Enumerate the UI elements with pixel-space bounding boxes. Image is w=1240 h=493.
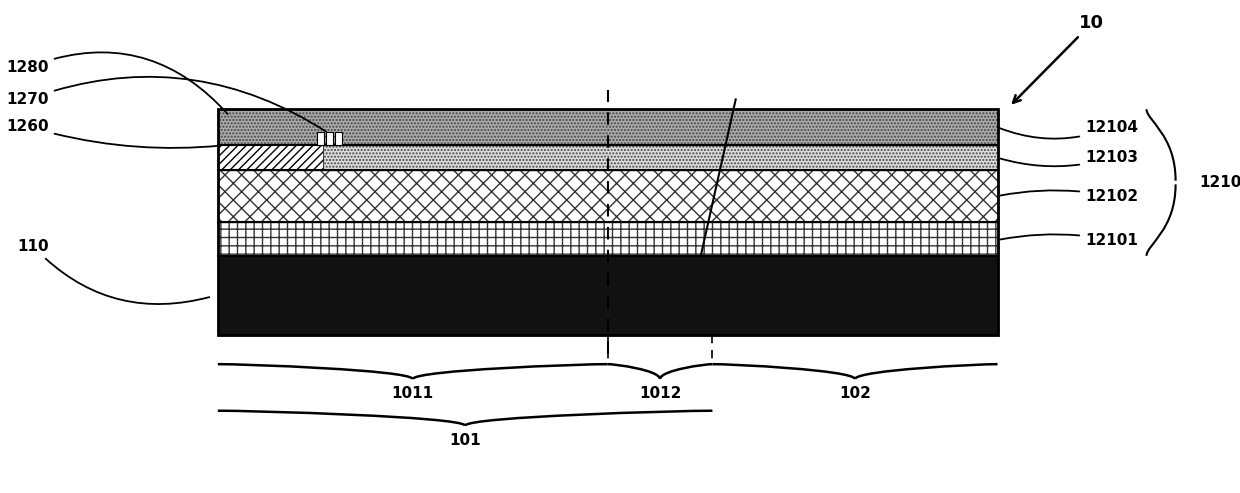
- Bar: [218, 256, 997, 335]
- Text: 12103: 12103: [1001, 150, 1138, 166]
- Text: 12101: 12101: [1001, 233, 1137, 247]
- Text: 1210: 1210: [1199, 175, 1240, 190]
- Bar: [218, 170, 997, 222]
- Text: 110: 110: [17, 239, 210, 304]
- Bar: [316, 132, 324, 145]
- Text: 1260: 1260: [6, 119, 221, 148]
- Bar: [218, 109, 997, 335]
- Text: 102: 102: [839, 386, 870, 401]
- Text: 101: 101: [449, 433, 481, 448]
- Bar: [218, 145, 997, 170]
- Text: 1012: 1012: [639, 386, 681, 401]
- Text: 1270: 1270: [6, 77, 326, 132]
- Text: 12102: 12102: [1001, 188, 1138, 204]
- Bar: [335, 132, 342, 145]
- Bar: [218, 145, 322, 170]
- Bar: [218, 222, 997, 256]
- Text: 1280: 1280: [6, 52, 228, 114]
- Bar: [326, 132, 334, 145]
- Text: 10: 10: [1013, 14, 1104, 103]
- Text: 12104: 12104: [1001, 120, 1138, 139]
- Bar: [218, 109, 997, 145]
- Text: 1011: 1011: [392, 386, 434, 401]
